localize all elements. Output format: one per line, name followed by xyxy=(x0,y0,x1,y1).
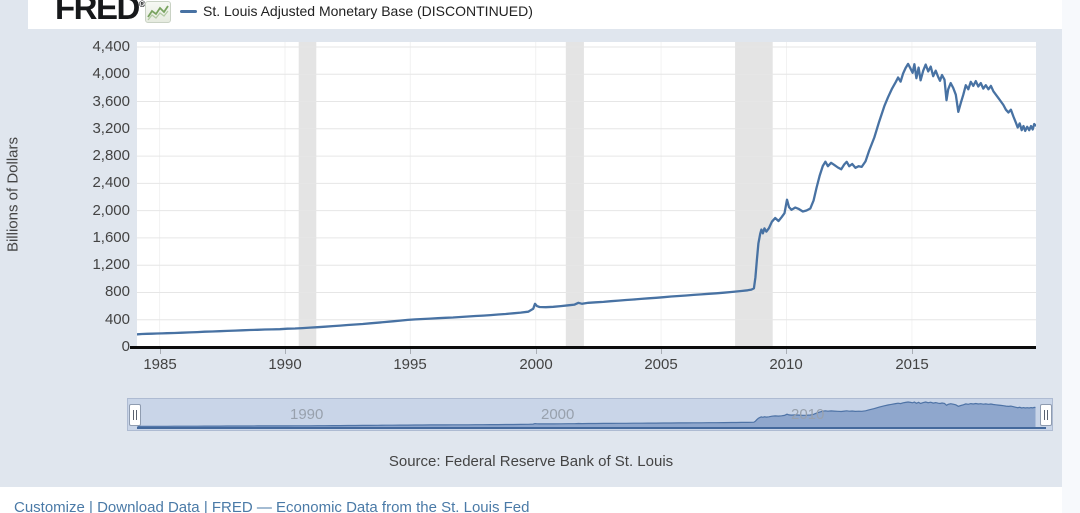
x-tick-label: 2005 xyxy=(644,356,678,373)
y-tick-label: 2,400 xyxy=(92,174,130,191)
x-tick-mark xyxy=(786,349,787,354)
y-tick-label: 3,600 xyxy=(92,93,130,110)
y-tick-label: 4,000 xyxy=(92,65,130,82)
legend-item[interactable]: St. Louis Adjusted Monetary Base (DISCON… xyxy=(203,3,533,19)
source-text: Source: Federal Reserve Bank of St. Loui… xyxy=(388,453,674,470)
registered-mark: ® xyxy=(138,0,146,9)
x-tick-mark xyxy=(285,349,286,354)
page-right-margin xyxy=(1062,0,1080,513)
navigator-right-handle[interactable] xyxy=(1040,404,1052,426)
y-axis-title: Billions of Dollars xyxy=(4,136,22,253)
fred-sparkline-icon xyxy=(145,1,171,23)
x-tick-mark xyxy=(160,349,161,354)
plot-area[interactable] xyxy=(137,42,1036,348)
navigator-area[interactable] xyxy=(137,398,1046,431)
chart-header: FRED® St. Louis Adjusted Monetary Base (… xyxy=(28,0,1062,29)
navigator-year-label: 1990 xyxy=(290,406,324,423)
x-tick-label: 2010 xyxy=(769,356,803,373)
y-tick-label: 400 xyxy=(104,311,130,328)
recession-band xyxy=(298,42,317,347)
footer-bar: Customize | Download Data | FRED — Econo… xyxy=(0,487,1062,513)
y-tick-label: 800 xyxy=(104,283,130,300)
recession-band xyxy=(565,42,584,347)
recession-band xyxy=(735,42,773,347)
y-tick-label: 3,200 xyxy=(92,120,130,137)
series-line xyxy=(137,62,1036,336)
y-tick-label: 0 xyxy=(121,338,130,355)
x-tick-mark xyxy=(410,349,411,354)
plot-background xyxy=(137,42,1036,347)
y-tick-label: 2,800 xyxy=(92,147,130,164)
x-tick-mark xyxy=(912,349,913,354)
navigator-left-handle[interactable] xyxy=(129,404,141,426)
navigator-series-area xyxy=(137,402,1036,428)
y-tick-label: 1,600 xyxy=(92,229,130,246)
x-tick-mark xyxy=(536,349,537,354)
navigator-year-label: 2000 xyxy=(541,406,575,423)
x-tick-label: 1995 xyxy=(393,356,427,373)
navigator-series-line xyxy=(137,401,1036,427)
x-tick-label: 2015 xyxy=(895,356,929,373)
x-axis-line xyxy=(130,346,1036,349)
x-tick-mark xyxy=(661,349,662,354)
navigator-year-label: 2010 xyxy=(791,406,825,423)
x-tick-label: 1990 xyxy=(268,356,302,373)
fred-logo[interactable]: FRED® xyxy=(55,0,146,26)
x-tick-label: 1985 xyxy=(143,356,177,373)
y-tick-label: 4,400 xyxy=(92,38,130,55)
footer-link[interactable]: Customize | Download Data | FRED — Econo… xyxy=(14,499,530,513)
y-tick-label: 2,000 xyxy=(92,202,130,219)
legend-marker xyxy=(180,10,197,13)
y-tick-label: 1,200 xyxy=(92,256,130,273)
x-tick-label: 2000 xyxy=(519,356,553,373)
